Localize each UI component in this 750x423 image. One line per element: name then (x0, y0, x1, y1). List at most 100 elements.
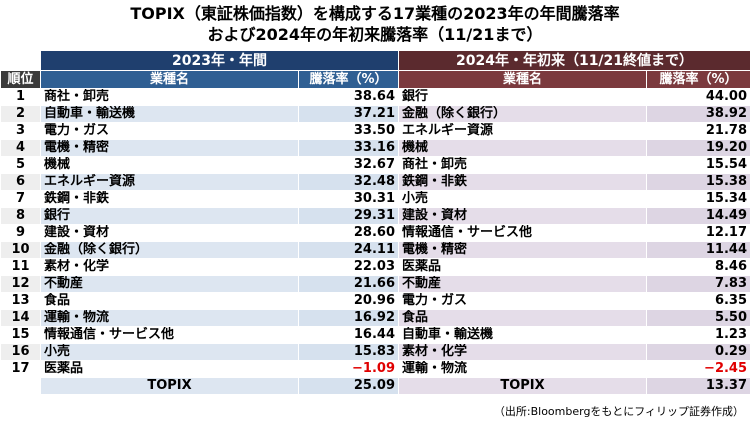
sector-2024-cell: 建設・資材 (398, 207, 647, 225)
topix-rank-spacer (0, 377, 41, 395)
change-2024-cell: 14.49 (645, 207, 750, 225)
rank-cell: 11 (0, 258, 41, 276)
change-2023-cell: 32.48 (298, 173, 399, 191)
table-row: 10 金融（除く銀行） 24.11 電機・精密 11.44 (0, 241, 750, 259)
sector-returns-table: 2023年・年間 2024年・年初来（11/21終値まで） 順位 業種名 騰落率… (0, 50, 750, 395)
sector-2024-cell: 医薬品 (398, 258, 647, 276)
sector-2023-header: 業種名 (40, 70, 299, 89)
table-row: 17 医薬品 −1.09 運輸・物流 −2.45 (0, 360, 750, 378)
change-2024-cell: 5.50 (645, 309, 750, 327)
table-row: 9 建設・資材 28.60 情報通信・サービス他 12.17 (0, 224, 750, 242)
table-row: 1 商社・卸売 38.64 銀行 44.00 (0, 88, 750, 106)
change-2023-cell: 20.96 (298, 292, 399, 310)
topix-row: TOPIX 25.09 TOPIX 13.37 (0, 377, 750, 395)
sector-2023-cell: 自動車・輸送機 (40, 105, 299, 123)
rank-header-spacer (0, 50, 41, 71)
rank-cell: 9 (0, 224, 41, 242)
rank-cell: 12 (0, 275, 41, 293)
table-row: 5 機械 32.67 商社・卸売 15.54 (0, 156, 750, 174)
change-2024-header: 騰落率（%） (645, 70, 750, 89)
rank-cell: 14 (0, 309, 41, 327)
change-2023-cell: 37.21 (298, 105, 399, 123)
topix-label-2024: TOPIX (398, 377, 647, 395)
sector-2024-cell: 商社・卸売 (398, 156, 647, 174)
table-row: 14 運輸・物流 16.92 食品 5.50 (0, 309, 750, 327)
change-2023-cell: 24.11 (298, 241, 399, 259)
sector-2024-cell: 銀行 (398, 88, 647, 106)
change-2024-cell: 12.17 (645, 224, 750, 242)
change-2024-cell: 1.23 (645, 326, 750, 344)
period-2023-header: 2023年・年間 (40, 50, 399, 71)
table-row: 4 電機・精密 33.16 機械 19.20 (0, 139, 750, 157)
page-title: TOPIX（東証株価指数）を構成する17業種の2023年の年間騰落率 (130, 4, 620, 23)
change-2024-cell: 19.20 (645, 139, 750, 157)
table-row: 12 不動産 21.66 不動産 7.83 (0, 275, 750, 293)
rank-cell: 15 (0, 326, 41, 344)
source-note: （出所:Bloombergをもとにフィリップ証券作成） (493, 405, 744, 418)
change-2023-header: 騰落率（%） (298, 70, 399, 89)
sector-2024-cell: エネルギー資源 (398, 122, 647, 140)
sector-2024-cell: 運輸・物流 (398, 360, 647, 378)
rank-cell: 10 (0, 241, 41, 259)
sector-2023-cell: エネルギー資源 (40, 173, 299, 191)
rank-cell: 4 (0, 139, 41, 157)
table-row: 13 食品 20.96 電力・ガス 6.35 (0, 292, 750, 310)
change-2024-cell: 6.35 (645, 292, 750, 310)
change-2023-cell: 38.64 (298, 88, 399, 106)
rank-cell: 1 (0, 88, 41, 106)
change-2023-cell: 15.83 (298, 343, 399, 361)
sector-2023-cell: 機械 (40, 156, 299, 174)
sector-2024-cell: 自動車・輸送機 (398, 326, 647, 344)
change-2024-cell: 0.29 (645, 343, 750, 361)
sector-2023-cell: 素材・化学 (40, 258, 299, 276)
change-2023-cell: 32.67 (298, 156, 399, 174)
rank-cell: 3 (0, 122, 41, 140)
change-2024-cell: 15.38 (645, 173, 750, 191)
change-2024-cell: 15.34 (645, 190, 750, 208)
rank-cell: 17 (0, 360, 41, 378)
sector-2024-cell: 電力・ガス (398, 292, 647, 310)
table-row: 15 情報通信・サービス他 16.44 自動車・輸送機 1.23 (0, 326, 750, 344)
change-2023-cell: 33.50 (298, 122, 399, 140)
sector-2024-cell: 食品 (398, 309, 647, 327)
table-subheader-row: 順位 業種名 騰落率（%） 業種名 騰落率（%） (0, 70, 750, 89)
rank-cell: 5 (0, 156, 41, 174)
table-row: 11 素材・化学 22.03 医薬品 8.46 (0, 258, 750, 276)
change-2023-cell: 33.16 (298, 139, 399, 157)
topix-label-2023: TOPIX (40, 377, 299, 395)
page-subtitle: および2024年の年初来騰落率（11/21まで） (207, 25, 543, 44)
sector-2023-cell: 商社・卸売 (40, 88, 299, 106)
sector-2024-cell: 素材・化学 (398, 343, 647, 361)
table-row: 6 エネルギー資源 32.48 鉄鋼・非鉄 15.38 (0, 173, 750, 191)
sector-2023-cell: 電力・ガス (40, 122, 299, 140)
topix-value-2023: 25.09 (298, 377, 399, 395)
change-2023-cell: 16.44 (298, 326, 399, 344)
sector-2023-cell: 銀行 (40, 207, 299, 225)
table-header-row: 2023年・年間 2024年・年初来（11/21終値まで） (0, 50, 750, 71)
sector-2024-cell: 鉄鋼・非鉄 (398, 173, 647, 191)
change-2023-cell: 28.60 (298, 224, 399, 242)
sector-2024-cell: 電機・精密 (398, 241, 647, 259)
rank-cell: 16 (0, 343, 41, 361)
sector-2023-cell: 食品 (40, 292, 299, 310)
table-row: 7 鉄鋼・非鉄 30.31 小売 15.34 (0, 190, 750, 208)
rank-cell: 6 (0, 173, 41, 191)
rank-cell: 8 (0, 207, 41, 225)
change-2023-cell: −1.09 (298, 360, 399, 378)
change-2024-cell: 7.83 (645, 275, 750, 293)
rank-cell: 7 (0, 190, 41, 208)
sector-2023-cell: 小売 (40, 343, 299, 361)
change-2024-cell: 38.92 (645, 105, 750, 123)
sector-2023-cell: 不動産 (40, 275, 299, 293)
sector-2024-cell: 小売 (398, 190, 647, 208)
change-2023-cell: 22.03 (298, 258, 399, 276)
change-2024-cell: 8.46 (645, 258, 750, 276)
change-2024-cell: 11.44 (645, 241, 750, 259)
table-row: 2 自動車・輸送機 37.21 金融（除く銀行） 38.92 (0, 105, 750, 123)
change-2023-cell: 16.92 (298, 309, 399, 327)
sector-2024-cell: 情報通信・サービス他 (398, 224, 647, 242)
sector-2023-cell: 鉄鋼・非鉄 (40, 190, 299, 208)
change-2023-cell: 29.31 (298, 207, 399, 225)
sector-2023-cell: 医薬品 (40, 360, 299, 378)
sector-2024-cell: 不動産 (398, 275, 647, 293)
